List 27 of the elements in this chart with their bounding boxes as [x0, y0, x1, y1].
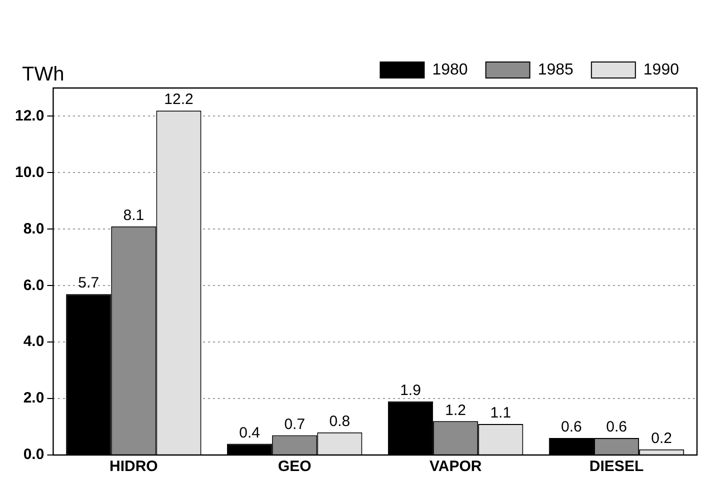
- data-label: 0.2: [651, 430, 672, 447]
- data-label: 0.8: [329, 413, 350, 430]
- data-label: 1.2: [445, 402, 466, 419]
- data-label: 0.4: [239, 424, 260, 442]
- y-tick-label: 6.0: [23, 276, 44, 294]
- x-tick-label: HIDRO: [110, 458, 158, 476]
- legend-label: 1985: [538, 61, 574, 78]
- y-tick-label: 4.0: [23, 333, 44, 350]
- x-tick-label: VAPOR: [429, 458, 482, 476]
- data-label: 0.7: [284, 416, 306, 433]
- y-tick-label: 8.0: [23, 220, 44, 238]
- y-axis-title: TWh: [22, 64, 64, 86]
- data-label: 0.6: [606, 418, 627, 436]
- y-tick-label: 0.0: [23, 446, 44, 464]
- x-tick-label: DIESEL: [589, 458, 644, 476]
- data-label: 5.7: [78, 274, 100, 292]
- y-tick-label: 12.0: [14, 107, 44, 124]
- data-label: 12.2: [164, 91, 194, 108]
- y-tick-label: 10.0: [14, 164, 44, 181]
- legend-label: 1990: [643, 61, 680, 78]
- y-tick-label: 2.0: [23, 390, 44, 407]
- x-tick-label: GEO: [278, 458, 312, 476]
- legend-label: 1980: [432, 61, 468, 78]
- data-label: 8.1: [123, 206, 144, 224]
- data-label: 1.1: [490, 404, 512, 422]
- data-label: 1.9: [400, 382, 421, 399]
- data-label: 0.6: [561, 418, 582, 436]
